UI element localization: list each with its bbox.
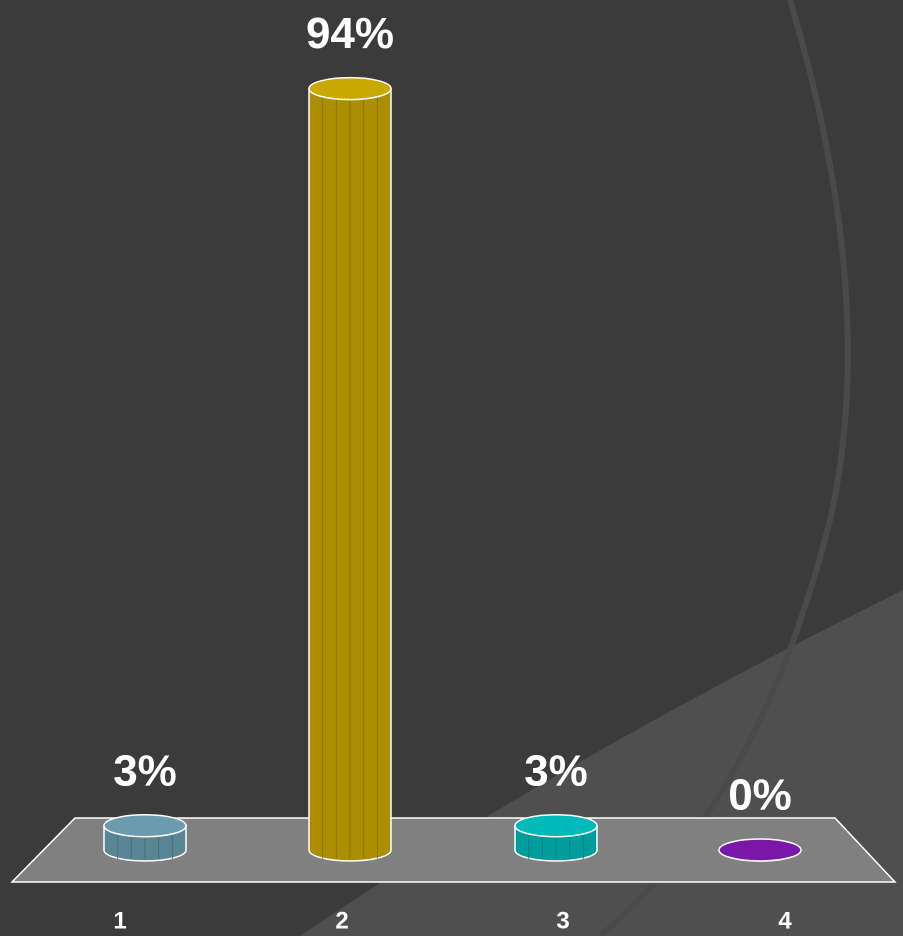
x-tick-label: 4	[778, 907, 792, 934]
bar-top	[103, 813, 187, 838]
value-label: 0%	[728, 771, 792, 820]
value-label: 94%	[306, 9, 394, 58]
bar-top	[308, 76, 392, 101]
x-tick-label: 3	[556, 907, 569, 934]
x-tick-label: 2	[335, 907, 348, 934]
value-label: 3%	[524, 746, 588, 795]
value-label: 3%	[113, 746, 177, 795]
bar-top	[514, 813, 598, 838]
x-tick-label: 1	[113, 907, 126, 934]
bar-top	[718, 838, 802, 862]
